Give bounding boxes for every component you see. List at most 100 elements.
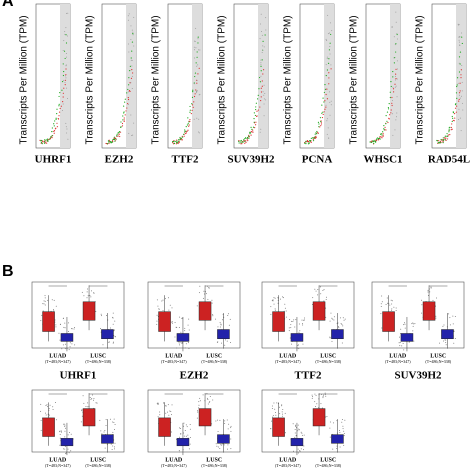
dot — [65, 452, 67, 454]
dot — [320, 123, 323, 125]
dot — [167, 297, 169, 299]
dot — [310, 141, 312, 143]
dot — [329, 337, 331, 339]
dot — [199, 397, 201, 399]
dot — [117, 135, 119, 137]
dot — [211, 299, 213, 301]
dot — [457, 119, 459, 121]
dot — [119, 130, 121, 133]
dot — [180, 433, 182, 435]
dot — [180, 137, 182, 139]
gene-name: TTF2 — [295, 370, 322, 382]
dot — [262, 40, 264, 42]
dot — [412, 322, 414, 324]
dot — [456, 97, 458, 99]
dot — [175, 143, 177, 145]
dot — [55, 127, 57, 129]
dot — [312, 297, 314, 299]
y-axis-label: Transcripts Per Million (TPM) — [19, 15, 30, 144]
dot — [83, 295, 85, 297]
dot — [263, 98, 265, 100]
dot — [66, 12, 68, 14]
dot — [392, 88, 395, 90]
dot — [44, 304, 46, 306]
dot — [304, 142, 306, 144]
dot — [44, 297, 46, 299]
dot — [61, 109, 63, 111]
box — [101, 329, 114, 340]
dot — [179, 139, 181, 141]
dot — [381, 301, 383, 303]
dot — [391, 303, 393, 305]
dot — [44, 295, 46, 297]
dot — [63, 79, 65, 81]
dot — [421, 304, 423, 306]
dot — [65, 68, 67, 70]
dot — [114, 446, 116, 448]
dot — [459, 36, 461, 38]
dot — [49, 138, 51, 140]
dot — [230, 448, 232, 450]
dot — [165, 412, 167, 414]
dot — [227, 428, 229, 430]
dot — [395, 307, 397, 309]
group-label: LUSC — [430, 353, 446, 359]
dot — [54, 120, 56, 122]
dot — [329, 427, 331, 429]
dot — [289, 337, 291, 339]
dot — [262, 69, 265, 71]
dot — [325, 307, 327, 309]
dot — [392, 113, 394, 115]
dot — [393, 36, 395, 38]
dot — [64, 31, 66, 33]
dot — [390, 109, 392, 111]
dot — [184, 129, 186, 131]
gene-name: SUV39H2 — [394, 370, 442, 382]
dot — [259, 38, 261, 40]
dot — [130, 82, 132, 84]
shade — [192, 4, 202, 148]
dot — [183, 425, 185, 427]
dot — [74, 326, 76, 328]
dot — [227, 444, 229, 446]
dot — [62, 63, 64, 65]
dot — [114, 424, 116, 426]
dot — [226, 419, 228, 421]
dot — [80, 421, 82, 423]
dot — [92, 399, 94, 401]
dot — [162, 309, 164, 311]
dot — [391, 308, 393, 310]
dot — [372, 140, 374, 142]
dot — [129, 70, 131, 72]
dot — [181, 317, 183, 319]
dot — [369, 141, 371, 143]
dot — [130, 59, 132, 61]
dot — [342, 425, 344, 427]
dot — [40, 429, 42, 431]
dot — [459, 51, 462, 53]
dot — [378, 137, 381, 139]
dot — [343, 430, 345, 432]
dot — [123, 119, 125, 121]
dot — [282, 409, 284, 411]
dot — [202, 297, 204, 299]
group-count: (T=483;N=347) — [45, 359, 71, 364]
dot — [40, 419, 42, 421]
dot — [462, 109, 464, 111]
dot — [294, 436, 296, 438]
dot — [458, 92, 461, 94]
dot — [279, 406, 281, 408]
dot — [113, 136, 116, 138]
dot — [182, 432, 184, 434]
group-count: (T=486;N=338) — [315, 359, 341, 364]
dot — [371, 140, 373, 142]
dot — [329, 436, 331, 438]
dot — [455, 103, 457, 105]
dot — [203, 290, 205, 292]
dot — [279, 413, 281, 415]
dot — [343, 444, 345, 446]
dot — [396, 38, 398, 40]
group-count: (T=486;N=338) — [85, 463, 111, 468]
dot — [332, 318, 334, 320]
dot — [132, 32, 134, 35]
